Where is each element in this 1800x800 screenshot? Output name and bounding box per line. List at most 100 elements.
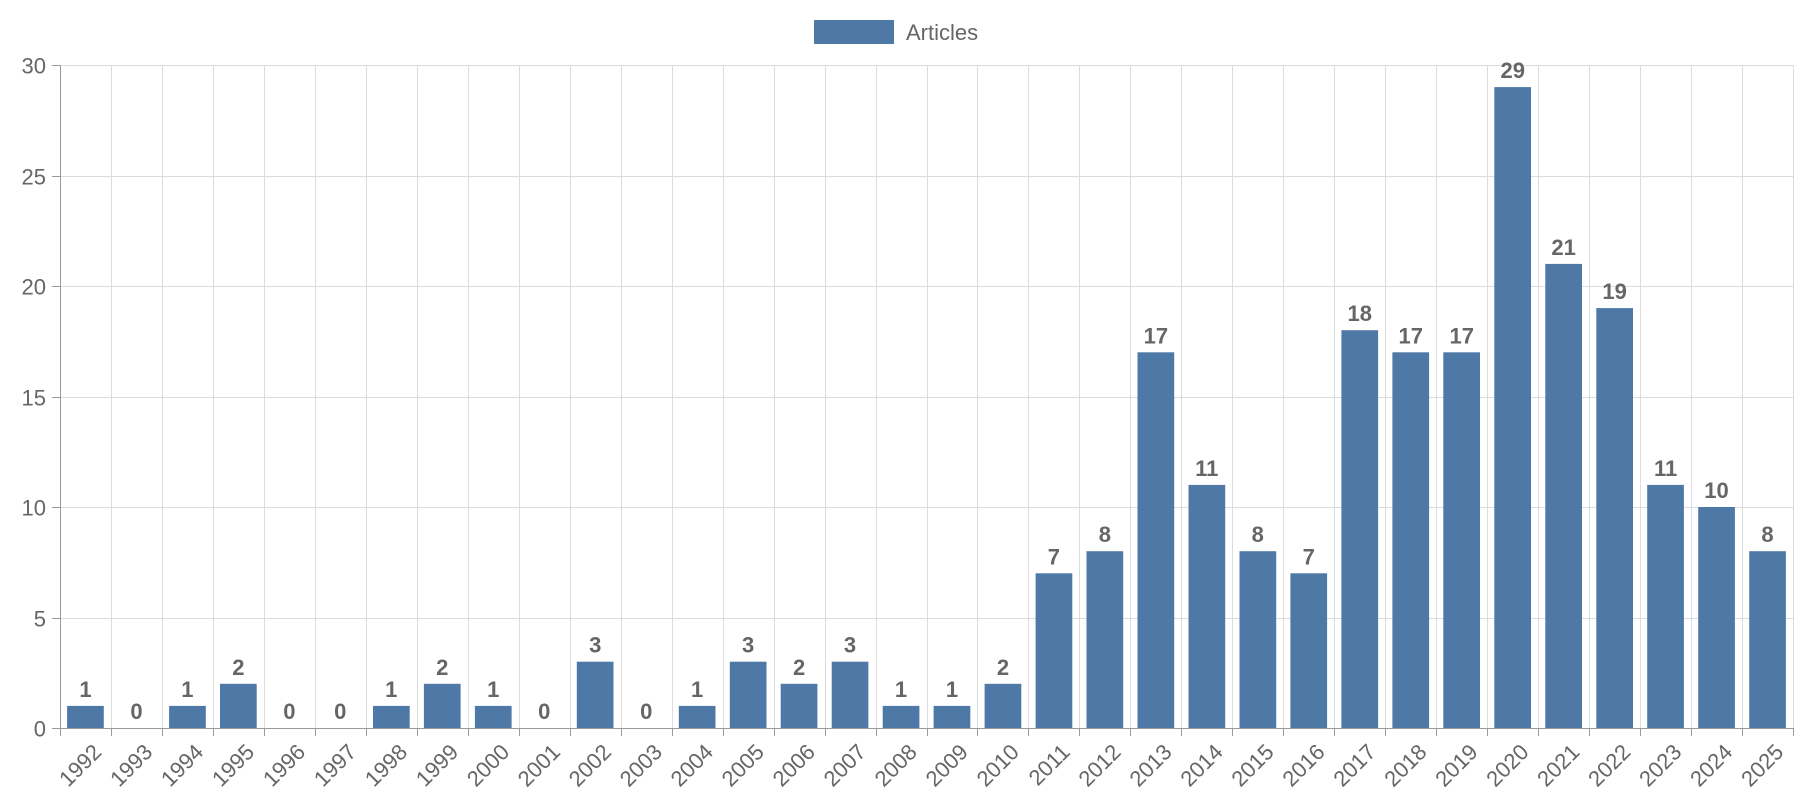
bar-2006[interactable] [780, 683, 818, 728]
x-tick-label-2002: 2002 [564, 739, 616, 791]
x-tick-label-1997: 1997 [309, 739, 361, 791]
x-tick-label-2024: 2024 [1685, 739, 1737, 791]
x-tick-label-2013: 2013 [1124, 739, 1176, 791]
data-label-1998: 1 [385, 677, 397, 702]
bar-2015[interactable] [1239, 551, 1277, 728]
bar-2004[interactable] [678, 705, 716, 728]
x-tick-label-2018: 2018 [1379, 739, 1431, 791]
y-tick-label-30: 30 [22, 54, 46, 79]
bar-2008[interactable] [882, 705, 920, 728]
bar-2016[interactable] [1290, 573, 1328, 728]
data-label-2025: 8 [1761, 522, 1773, 547]
data-label-2000: 1 [487, 677, 499, 702]
y-tick-label-5: 5 [34, 607, 46, 632]
x-tick-label-1996: 1996 [258, 739, 310, 791]
data-label-1995: 2 [232, 655, 244, 680]
bar-2025[interactable] [1749, 551, 1786, 728]
data-label-2021: 21 [1551, 235, 1575, 260]
x-tick-label-2015: 2015 [1226, 739, 1278, 791]
bar-1995[interactable] [220, 683, 257, 728]
x-tick-label-2014: 2014 [1175, 739, 1227, 791]
bar-2000[interactable] [474, 705, 512, 728]
bar-2013[interactable] [1137, 352, 1175, 728]
data-label-2014: 11 [1195, 456, 1218, 481]
bars [67, 87, 1786, 729]
legend[interactable]: Articles [814, 20, 978, 45]
bar-2017[interactable] [1341, 330, 1379, 728]
bar-2007[interactable] [831, 661, 869, 728]
bar-1992[interactable] [67, 705, 104, 728]
bar-2002[interactable] [576, 661, 614, 728]
x-tick-label-2020: 2020 [1481, 739, 1533, 791]
x-tick-label-2017: 2017 [1328, 739, 1380, 791]
bar-2024[interactable] [1698, 507, 1735, 728]
bar-2018[interactable] [1392, 352, 1430, 728]
y-tick-label-15: 15 [22, 386, 46, 411]
data-label-1997: 0 [334, 699, 346, 724]
bar-1999[interactable] [423, 683, 461, 728]
x-tick-label-2022: 2022 [1583, 739, 1635, 791]
data-label-2008: 1 [895, 677, 907, 702]
bar-2011[interactable] [1035, 573, 1073, 728]
x-tick-label-2008: 2008 [870, 739, 922, 791]
x-tick-label-2016: 2016 [1277, 739, 1329, 791]
x-tick-label-1995: 1995 [207, 739, 259, 791]
data-label-2017: 18 [1348, 301, 1372, 326]
data-label-2018: 17 [1398, 323, 1422, 348]
data-label-2012: 8 [1099, 522, 1111, 547]
bar-2005[interactable] [729, 661, 767, 728]
data-label-2001: 0 [538, 699, 550, 724]
data-label-2010: 2 [997, 655, 1009, 680]
data-label-1993: 0 [130, 699, 142, 724]
data-label-2016: 7 [1303, 544, 1315, 569]
bar-2019[interactable] [1443, 352, 1480, 728]
data-label-1999: 2 [436, 655, 448, 680]
x-tick-label-2010: 2010 [972, 739, 1024, 791]
x-tick-label-1992: 1992 [54, 739, 106, 791]
legend-label-articles[interactable]: Articles [906, 20, 978, 45]
y-tick-label-25: 25 [22, 165, 46, 190]
bar-2021[interactable] [1545, 263, 1582, 728]
bar-2010[interactable] [984, 683, 1022, 728]
data-label-2009: 1 [946, 677, 958, 702]
bar-2020[interactable] [1494, 87, 1531, 729]
y-tick-label-10: 10 [22, 496, 46, 521]
data-label-1996: 0 [283, 699, 295, 724]
data-label-2020: 29 [1500, 58, 1524, 83]
x-tick-label-2012: 2012 [1073, 739, 1125, 791]
x-tick-label-2025: 2025 [1736, 739, 1788, 791]
grid [60, 65, 1794, 729]
data-label-2023: 11 [1654, 456, 1677, 481]
x-tick-label-2004: 2004 [666, 739, 718, 791]
x-tick-label-2009: 2009 [921, 739, 973, 791]
x-tick-label-1998: 1998 [360, 739, 412, 791]
legend-swatch-articles[interactable] [814, 20, 894, 44]
bar-2014[interactable] [1188, 484, 1226, 728]
bar-2023[interactable] [1647, 484, 1684, 728]
data-label-2004: 1 [691, 677, 703, 702]
data-label-2013: 17 [1144, 323, 1168, 348]
bar-2012[interactable] [1086, 551, 1124, 728]
x-tick-label-1994: 1994 [156, 739, 208, 791]
x-tick-label-2003: 2003 [615, 739, 667, 791]
x-tick-label-2007: 2007 [819, 739, 871, 791]
data-label-2024: 10 [1704, 478, 1728, 503]
data-label-2007: 3 [844, 633, 856, 658]
x-tick-label-2001: 2001 [513, 739, 565, 791]
data-label-2011: 7 [1048, 544, 1060, 569]
bar-2009[interactable] [933, 705, 971, 728]
data-label-2006: 2 [793, 655, 805, 680]
x-tick-label-2000: 2000 [462, 739, 514, 791]
x-tick-label-1999: 1999 [411, 739, 463, 791]
x-tick-label-2021: 2021 [1532, 739, 1584, 791]
bar-1998[interactable] [373, 705, 410, 728]
bar-2022[interactable] [1596, 308, 1633, 728]
bar-1994[interactable] [169, 705, 206, 728]
x-tick-label-2023: 2023 [1634, 739, 1686, 791]
data-label-2015: 8 [1252, 522, 1264, 547]
x-tick-label-2019: 2019 [1430, 739, 1482, 791]
data-label-1992: 1 [79, 677, 91, 702]
